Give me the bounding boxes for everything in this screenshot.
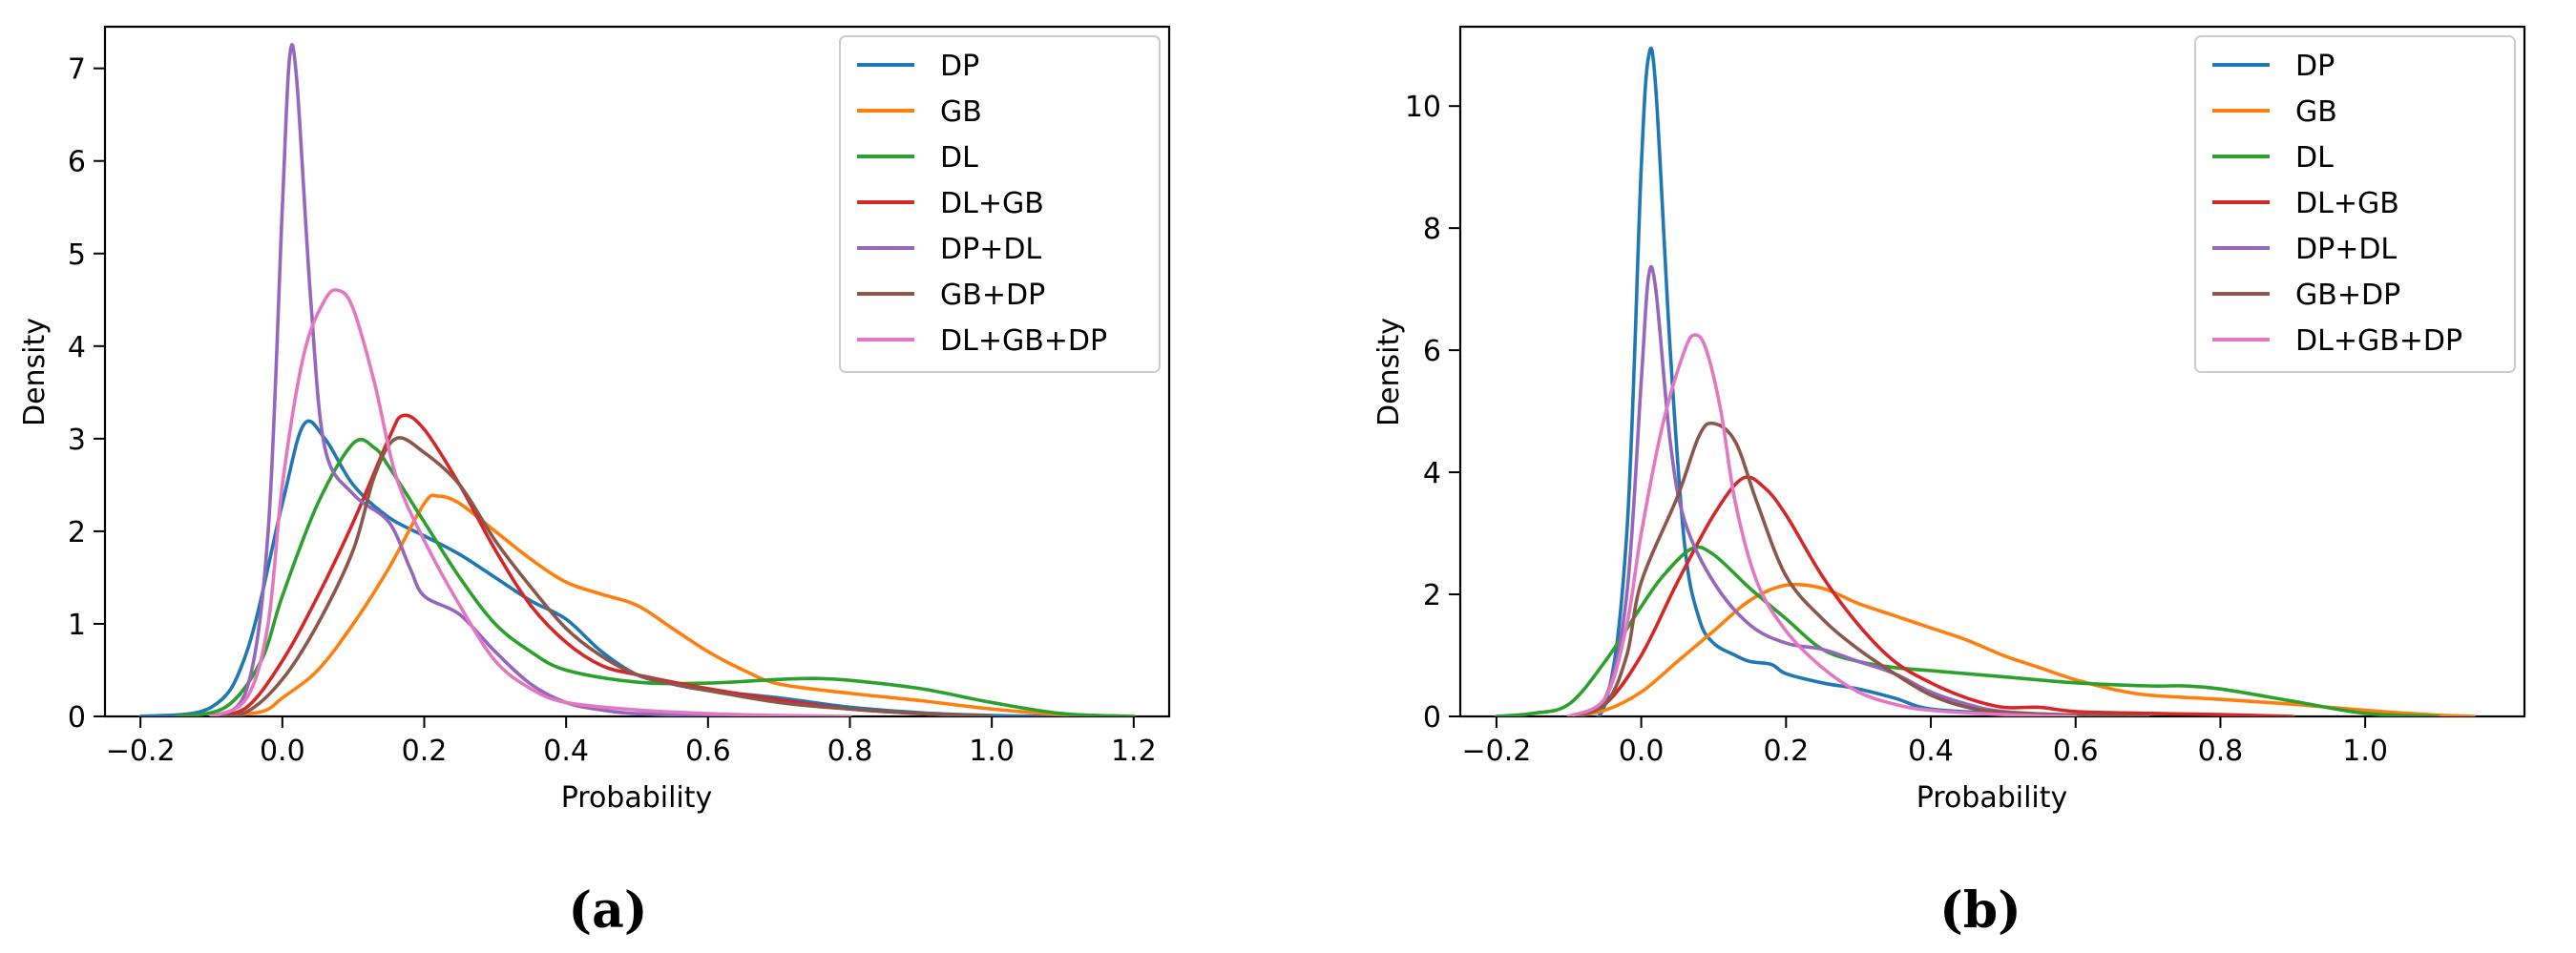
y-tick-label: 4 xyxy=(68,331,86,364)
x-tick-label: 0.6 xyxy=(2053,735,2099,768)
legend-label-gb: GB xyxy=(940,95,982,129)
x-axis-label: Probability xyxy=(561,781,713,815)
series-line-gb xyxy=(209,493,1136,716)
x-tick-label: 0.8 xyxy=(2198,735,2244,768)
x-tick-label: 0.8 xyxy=(827,735,873,768)
series-line-dl-gb xyxy=(1566,475,2295,716)
legend-frame xyxy=(839,35,1161,373)
legend-label-dp: DP xyxy=(940,50,979,83)
legend-label-gb-dp: GB+DP xyxy=(2295,279,2400,312)
y-tick-label: 4 xyxy=(1423,457,1441,490)
series-line-dl xyxy=(1495,545,2440,716)
x-axis-label: Probability xyxy=(1916,781,2068,815)
series-line-gb xyxy=(1566,582,2476,716)
chart-panel-b: −0.2 0.0 0.2 0.4 0.6 0.8 1.0 0 2 4 6 8 10 Probabili… xyxy=(1372,25,2526,940)
y-axis-ticks: 0 1 2 3 4 5 6 7 xyxy=(68,53,105,735)
series-layer xyxy=(138,43,1136,716)
series-layer xyxy=(1495,46,2476,716)
chart-panel-a: −0.2 0.0 0.2 0.4 0.6 0.8 1.0 1.2 0 1 2 3 4 5 6 7 Proba… xyxy=(18,25,1171,940)
y-axis-ticks: 0 2 4 6 8 10 xyxy=(1405,91,1460,735)
y-tick-label: 7 xyxy=(68,53,86,87)
legend-label-dp-dl: DP+DL xyxy=(2295,233,2397,266)
x-tick-label: 0.2 xyxy=(1763,735,1809,768)
y-tick-label: 1 xyxy=(68,609,86,642)
x-tick-label: 0.4 xyxy=(543,735,589,768)
legend-label-dl: DL xyxy=(2295,141,2334,175)
y-axis-label: Density xyxy=(1372,318,1406,426)
legend-label-dl: DL xyxy=(940,141,978,175)
x-tick-label: 1.2 xyxy=(1111,735,1157,768)
x-tick-label: 0.0 xyxy=(260,735,305,768)
series-line-dl-gb-dp xyxy=(1566,333,2078,716)
x-tick-label: 0.0 xyxy=(1619,735,1665,768)
legend-label-dp-dl: DP+DL xyxy=(940,233,1041,266)
series-line-gb-dp xyxy=(1566,421,2150,716)
x-tick-label: 1.0 xyxy=(969,735,1015,768)
y-tick-label: 2 xyxy=(68,516,86,549)
legend-label-dl-gb-dp: DL+GB+DP xyxy=(2295,324,2462,358)
series-line-gb-dp xyxy=(209,436,994,716)
x-tick-label: 0.6 xyxy=(685,735,731,768)
legend: DP GB DL DL+GB DP+DL GB+DP DL+GB+DP xyxy=(2194,35,2516,373)
y-tick-label: 0 xyxy=(1423,701,1441,735)
x-tick-label: 0.2 xyxy=(402,735,448,768)
y-tick-label: 8 xyxy=(1423,213,1441,246)
y-axis-label: Density xyxy=(18,318,52,426)
x-axis-ticks: −0.2 0.0 0.2 0.4 0.6 0.8 1.0 1.2 xyxy=(106,716,1157,768)
y-tick-label: 6 xyxy=(1423,335,1441,368)
x-tick-label: −0.2 xyxy=(1461,735,1531,768)
series-line-dl xyxy=(174,438,1136,716)
legend-label-dp: DP xyxy=(2295,50,2335,83)
legend-label-dl-gb: DL+GB xyxy=(940,187,1044,220)
x-tick-label: 1.0 xyxy=(2342,735,2388,768)
panel-caption: (b) xyxy=(1939,881,2021,940)
y-tick-label: 2 xyxy=(1423,579,1441,612)
x-tick-label: 0.4 xyxy=(1908,735,1954,768)
y-tick-label: 5 xyxy=(68,238,86,272)
plot-frame xyxy=(1458,25,2526,718)
legend-frame xyxy=(2194,35,2516,373)
series-line-dl-gb xyxy=(209,413,994,716)
plot-frame xyxy=(103,25,1171,718)
x-tick-label: −0.2 xyxy=(106,735,176,768)
series-line-dl-gb-dp xyxy=(209,288,852,716)
legend-label-dl-gb: DL+GB xyxy=(2295,187,2399,220)
series-line-dp-dl xyxy=(209,43,781,716)
y-tick-label: 0 xyxy=(68,701,86,735)
legend-label-gb-dp: GB+DP xyxy=(940,279,1045,312)
series-line-dp xyxy=(138,419,1065,716)
panel-caption: (a) xyxy=(569,881,648,940)
legend-label-dl-gb-dp: DL+GB+DP xyxy=(940,324,1107,358)
y-tick-label: 10 xyxy=(1405,91,1441,124)
series-line-dp xyxy=(1566,46,2150,716)
legend-label-gb: GB xyxy=(2295,95,2337,129)
x-axis-ticks: −0.2 0.0 0.2 0.4 0.6 0.8 1.0 xyxy=(1461,716,2388,768)
y-tick-label: 3 xyxy=(68,424,86,457)
legend: DP GB DL DL+GB DP+DL GB+DP DL+GB+DP xyxy=(839,35,1161,373)
series-line-dp-dl xyxy=(1566,264,2150,716)
y-tick-label: 6 xyxy=(68,146,86,179)
